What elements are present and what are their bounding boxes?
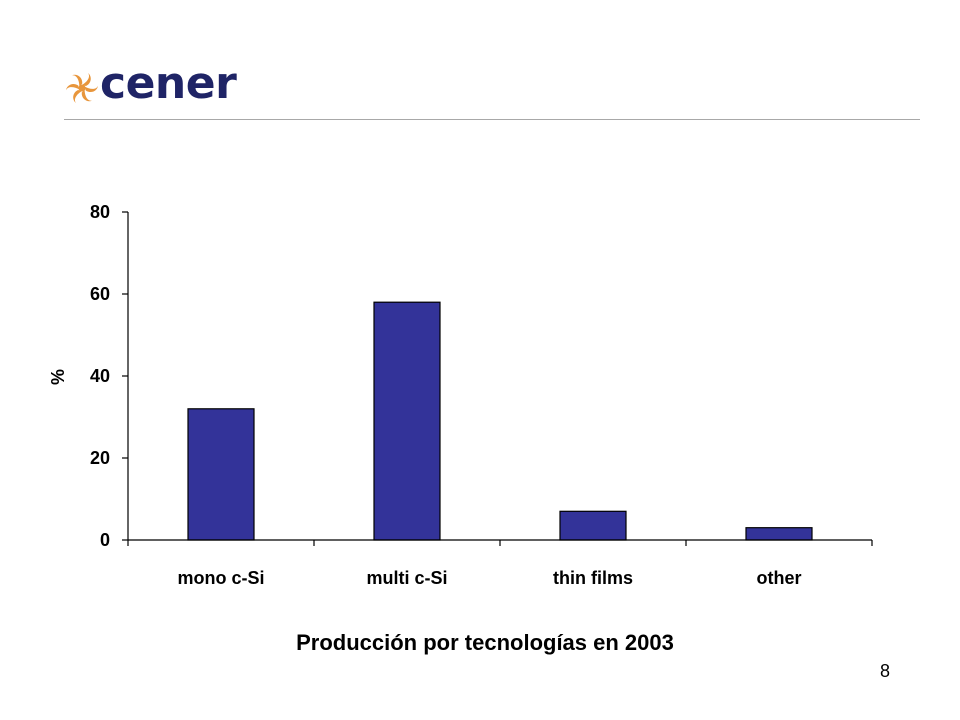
x-tick-label: mono c-Si bbox=[177, 568, 264, 588]
logo-text: cener bbox=[100, 58, 237, 109]
header-divider bbox=[64, 119, 920, 120]
bar-other bbox=[745, 527, 813, 541]
y-tick-label: 60 bbox=[90, 284, 110, 304]
bar-thin-films bbox=[559, 510, 627, 541]
y-tick-label: 80 bbox=[90, 202, 110, 222]
x-tick-label: thin films bbox=[553, 568, 633, 588]
bar-multi-c-si bbox=[373, 301, 441, 541]
bar-mono-c-si bbox=[187, 408, 255, 541]
y-tick-label: 40 bbox=[90, 366, 110, 386]
y-tick-label: 0 bbox=[100, 530, 110, 550]
y-tick-label: 20 bbox=[90, 448, 110, 468]
x-tick-label: multi c-Si bbox=[366, 568, 447, 588]
cener-swirl-icon bbox=[66, 73, 98, 103]
chart-caption: Producción por tecnologías en 2003 bbox=[296, 630, 674, 655]
x-tick-label: other bbox=[757, 568, 802, 588]
page-number: 8 bbox=[880, 661, 891, 681]
cener-logo: cener bbox=[66, 62, 237, 110]
y-axis-label: % bbox=[48, 369, 68, 385]
